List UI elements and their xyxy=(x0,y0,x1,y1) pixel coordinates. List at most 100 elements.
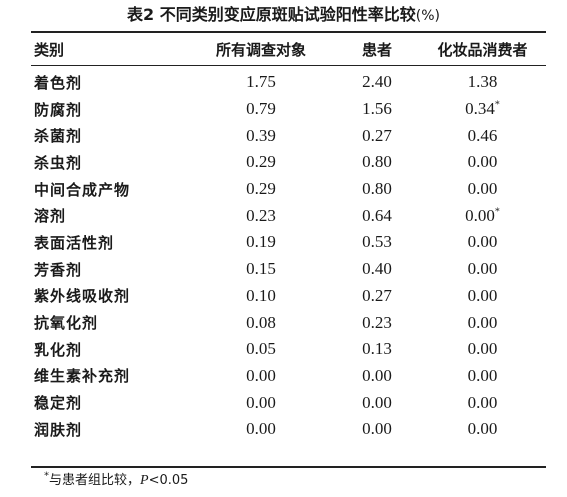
cell-all-subjects: 0.00 xyxy=(187,363,335,390)
table-row: 紫外线吸收剂 0.10 0.27 0.00 xyxy=(31,283,546,310)
significance-mark: * xyxy=(494,206,500,218)
cell-category-value: 乳化剂 xyxy=(34,340,83,359)
cell-all-subjects-value: 0.29 xyxy=(246,152,276,172)
cell-category: 润肤剂 xyxy=(31,416,187,443)
cell-consumers-value: 0.46 xyxy=(467,125,498,145)
cell-patients-value: 1.56 xyxy=(362,99,392,119)
cell-patients: 0.27 xyxy=(335,122,419,149)
cell-consumers-value: 0.00 xyxy=(467,232,498,252)
table-row: 抗氧化剂 0.08 0.23 0.00 xyxy=(31,309,546,336)
cell-all-subjects: 0.00 xyxy=(187,416,335,443)
cell-all-subjects-value: 0.05 xyxy=(246,339,276,359)
cell-category-value: 杀虫剂 xyxy=(34,153,83,172)
table-row: 中间合成产物 0.29 0.80 0.00 xyxy=(31,176,546,203)
table-row: 杀虫剂 0.29 0.80 0.00 xyxy=(31,149,546,176)
cell-patients-value: 0.27 xyxy=(362,285,392,305)
cell-patients-value: 0.80 xyxy=(362,152,392,172)
cell-category: 芳香剂 xyxy=(31,256,187,283)
cell-consumers: 0.00 xyxy=(419,283,546,310)
cell-consumers: 0.00 xyxy=(419,309,546,336)
cell-category: 抗氧化剂 xyxy=(31,309,187,336)
cell-all-subjects-value: 0.00 xyxy=(246,365,276,385)
cell-patients-value: 0.53 xyxy=(362,232,392,252)
cell-patients-value: 0.64 xyxy=(362,205,392,225)
cell-all-subjects: 0.19 xyxy=(187,229,335,256)
header-category: 类别 xyxy=(34,40,65,59)
cell-category-value: 中间合成产物 xyxy=(34,180,131,199)
cell-patients-value: 0.40 xyxy=(362,259,392,279)
cell-category-value: 润肤剂 xyxy=(34,420,83,439)
cell-consumers-value: 0.00 xyxy=(467,152,498,172)
cell-category-value: 防腐剂 xyxy=(34,100,83,119)
cell-patients: 0.00 xyxy=(335,416,419,443)
cell-all-subjects: 0.10 xyxy=(187,283,335,310)
top-rule xyxy=(31,31,546,33)
cell-consumers-value: 0.00 xyxy=(467,419,498,439)
cell-all-subjects: 0.79 xyxy=(187,96,335,123)
cell-patients-value: 0.00 xyxy=(362,392,392,412)
header-row: 类别 所有调查对象 患者 化妆品消费者 xyxy=(31,33,546,65)
cell-category-value: 紫外线吸收剂 xyxy=(34,287,131,306)
cell-all-subjects: 1.75 xyxy=(187,65,335,96)
table-unit: (%) xyxy=(415,8,440,24)
cell-consumers-value: 0.00 xyxy=(467,285,498,305)
cell-all-subjects-value: 0.39 xyxy=(246,125,276,145)
cell-category-value: 维生素补充剂 xyxy=(34,367,131,386)
table-title: 表2 不同类别变应原斑贴试验阳性率比较(%) xyxy=(0,2,567,28)
cell-category-value: 芳香剂 xyxy=(34,260,83,279)
cell-consumers: 0.00 xyxy=(419,416,546,443)
cell-consumers-value: 0.00 xyxy=(467,365,498,385)
footnote-p-value: <0.05 xyxy=(148,473,189,488)
cell-consumers-value: 0.00 xyxy=(467,392,498,412)
cell-category: 溶剂 xyxy=(31,202,187,229)
table-row: 维生素补充剂 0.00 0.00 0.00 xyxy=(31,363,546,390)
cell-patients: 0.13 xyxy=(335,336,419,363)
bottom-rule xyxy=(31,466,546,468)
cell-all-subjects-value: 0.29 xyxy=(246,179,276,199)
cell-patients: 0.80 xyxy=(335,149,419,176)
table-row: 着色剂 1.75 2.40 1.38 xyxy=(31,65,546,96)
cell-consumers: 0.00* xyxy=(419,202,546,229)
table-row: 防腐剂 0.79 1.56 0.34* xyxy=(31,96,546,123)
cell-all-subjects-value: 0.00 xyxy=(246,392,276,412)
cell-patients: 0.40 xyxy=(335,256,419,283)
cell-category: 杀虫剂 xyxy=(31,149,187,176)
cell-all-subjects-value: 0.15 xyxy=(246,259,276,279)
cell-all-subjects-value: 0.08 xyxy=(246,312,276,332)
table-row: 杀菌剂 0.39 0.27 0.46 xyxy=(31,122,546,149)
cell-consumers: 0.00 xyxy=(419,176,546,203)
table-row: 芳香剂 0.15 0.40 0.00 xyxy=(31,256,546,283)
cell-category: 乳化剂 xyxy=(31,336,187,363)
table-body: 着色剂 1.75 2.40 1.38 防腐剂 0.79 1.56 0.34* 杀菌剂 0.39 0.… xyxy=(31,65,546,443)
footnote-symbol: * xyxy=(44,470,49,482)
cell-consumers: 0.46 xyxy=(419,122,546,149)
header-all-subjects: 所有调查对象 xyxy=(215,40,306,59)
table-row: 稳定剂 0.00 0.00 0.00 xyxy=(31,389,546,416)
footnote-p-label: P xyxy=(140,473,149,488)
cell-patients-value: 0.13 xyxy=(362,339,392,359)
cell-all-subjects: 0.05 xyxy=(187,336,335,363)
cell-category-value: 表面活性剂 xyxy=(34,233,115,252)
cell-category-value: 抗氧化剂 xyxy=(34,314,99,333)
cell-all-subjects: 0.39 xyxy=(187,122,335,149)
cell-category: 紫外线吸收剂 xyxy=(31,283,187,310)
significance-mark: * xyxy=(494,99,500,111)
cell-consumers: 0.00 xyxy=(419,229,546,256)
cell-patients: 0.64 xyxy=(335,202,419,229)
cell-consumers-value: 0.34 xyxy=(465,99,495,119)
header-consumers: 化妆品消费者 xyxy=(437,40,528,59)
cell-patients: 0.27 xyxy=(335,283,419,310)
cell-all-subjects: 0.29 xyxy=(187,149,335,176)
cell-consumers-value: 0.00 xyxy=(467,259,498,279)
cell-patients-value: 0.80 xyxy=(362,179,392,199)
cell-category-value: 着色剂 xyxy=(34,73,83,92)
footnote: *与患者组比较，P<0.05 xyxy=(44,470,189,490)
cell-consumers-value: 0.00 xyxy=(467,339,498,359)
cell-consumers: 0.00 xyxy=(419,363,546,390)
cell-all-subjects-value: 1.75 xyxy=(246,72,276,92)
table-row: 溶剂 0.23 0.64 0.00* xyxy=(31,202,546,229)
cell-all-subjects-value: 0.10 xyxy=(246,285,276,305)
cell-all-subjects: 0.00 xyxy=(187,389,335,416)
cell-consumers: 0.00 xyxy=(419,389,546,416)
footnote-text: 与患者组比较， xyxy=(49,473,141,488)
